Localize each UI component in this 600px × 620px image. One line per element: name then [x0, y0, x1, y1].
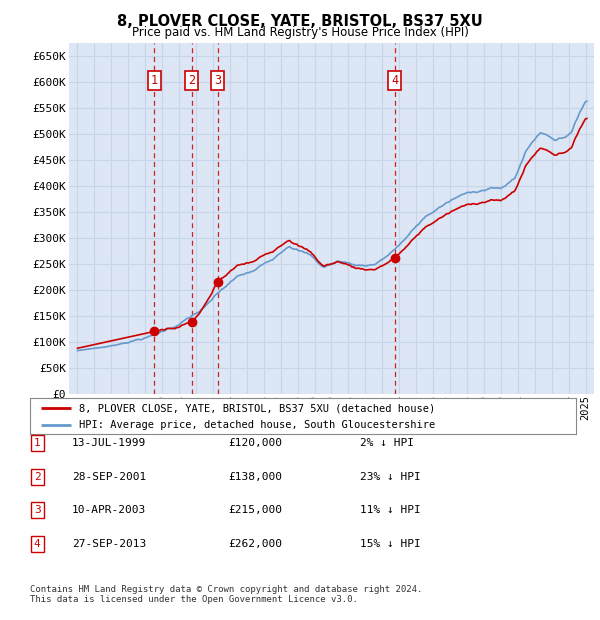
Text: 4: 4 — [391, 74, 398, 87]
Text: Contains HM Land Registry data © Crown copyright and database right 2024.
This d: Contains HM Land Registry data © Crown c… — [30, 585, 422, 604]
Text: 28-SEP-2001: 28-SEP-2001 — [72, 472, 146, 482]
Text: 13-JUL-1999: 13-JUL-1999 — [72, 438, 146, 448]
Text: 1: 1 — [151, 74, 158, 87]
Text: 3: 3 — [34, 505, 41, 515]
Text: 2: 2 — [188, 74, 195, 87]
Text: 23% ↓ HPI: 23% ↓ HPI — [360, 472, 421, 482]
Text: 2% ↓ HPI: 2% ↓ HPI — [360, 438, 414, 448]
Text: £138,000: £138,000 — [228, 472, 282, 482]
Text: 4: 4 — [34, 539, 41, 549]
Text: £120,000: £120,000 — [228, 438, 282, 448]
Text: £262,000: £262,000 — [228, 539, 282, 549]
Text: 8, PLOVER CLOSE, YATE, BRISTOL, BS37 5XU: 8, PLOVER CLOSE, YATE, BRISTOL, BS37 5XU — [117, 14, 483, 29]
Text: 1: 1 — [34, 438, 41, 448]
Text: 3: 3 — [214, 74, 221, 87]
Text: 8, PLOVER CLOSE, YATE, BRISTOL, BS37 5XU (detached house): 8, PLOVER CLOSE, YATE, BRISTOL, BS37 5XU… — [79, 403, 436, 413]
Text: 15% ↓ HPI: 15% ↓ HPI — [360, 539, 421, 549]
Text: £215,000: £215,000 — [228, 505, 282, 515]
Text: Price paid vs. HM Land Registry's House Price Index (HPI): Price paid vs. HM Land Registry's House … — [131, 26, 469, 39]
Text: HPI: Average price, detached house, South Gloucestershire: HPI: Average price, detached house, Sout… — [79, 420, 436, 430]
Text: 10-APR-2003: 10-APR-2003 — [72, 505, 146, 515]
Text: 27-SEP-2013: 27-SEP-2013 — [72, 539, 146, 549]
Text: 11% ↓ HPI: 11% ↓ HPI — [360, 505, 421, 515]
Text: 2: 2 — [34, 472, 41, 482]
